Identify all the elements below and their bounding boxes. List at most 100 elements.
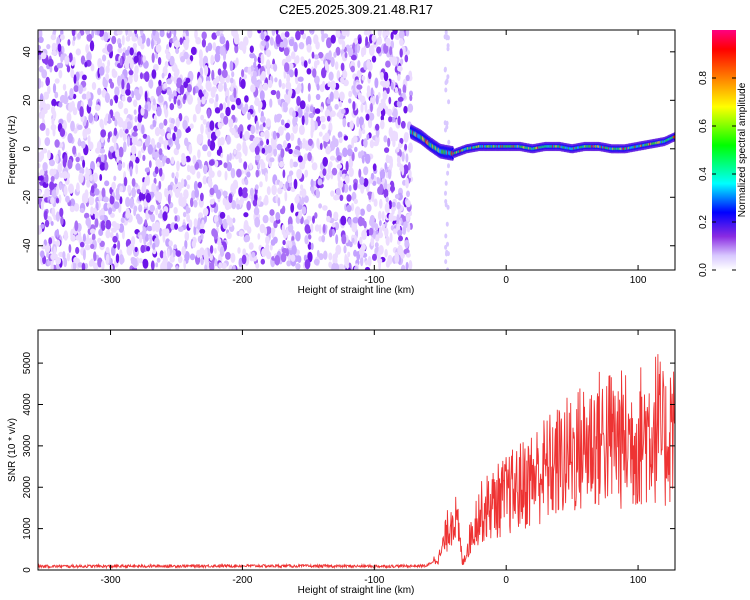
- noise-cell: [117, 100, 124, 110]
- noise-cell: [225, 199, 229, 206]
- noise-cell: [286, 260, 292, 267]
- noise-cell: [375, 94, 379, 105]
- noise-cell: [360, 184, 365, 194]
- noise-cell: [260, 53, 265, 65]
- noise-cell: [59, 128, 66, 137]
- noise-cell: [297, 76, 304, 82]
- noise-cell: [158, 122, 164, 130]
- noise-cell: [138, 204, 143, 213]
- noise-cell: [331, 167, 338, 176]
- noise-cell: [356, 43, 360, 54]
- noise-cell: [335, 147, 340, 158]
- noise-cell: [281, 205, 286, 214]
- noise-cell: [100, 220, 106, 232]
- noise-cell: [123, 176, 128, 187]
- noise-cell: [164, 61, 169, 69]
- noise-cell: [388, 212, 394, 222]
- noise-cell: [53, 168, 57, 175]
- noise-cell: [330, 56, 335, 68]
- noise-cell: [105, 219, 112, 230]
- noise-cell: [377, 210, 382, 221]
- noise-cell: [390, 31, 394, 40]
- noise-cell: [48, 237, 53, 245]
- noise-cell: [79, 241, 85, 248]
- noise-cell: [140, 244, 146, 254]
- noise-cell: [107, 59, 111, 68]
- noise-cell: [340, 108, 346, 115]
- noise-cell: [75, 235, 80, 241]
- noise-cell: [75, 48, 82, 56]
- y-tick-label: 0: [22, 567, 33, 573]
- noise-cell: [125, 208, 131, 219]
- noise-cell: [264, 227, 268, 236]
- noise-cell: [134, 30, 138, 35]
- noise-cell: [266, 59, 271, 70]
- noise-cell: [111, 181, 116, 190]
- noise-cell: [335, 187, 341, 196]
- noise-cell: [394, 194, 400, 199]
- noise-cell: [133, 125, 139, 132]
- noise-cell: [357, 92, 362, 101]
- noise-cell: [156, 185, 160, 192]
- noise-cell: [114, 86, 120, 97]
- noise-cell: [259, 181, 263, 188]
- noise-cell: [258, 195, 262, 201]
- noise-cell: [322, 223, 326, 234]
- noise-cell: [105, 73, 109, 81]
- noise-cell: [73, 74, 77, 84]
- noise-cell: [65, 195, 70, 203]
- noise-cell: [280, 119, 285, 126]
- noise-cell: [356, 84, 363, 90]
- noise-cell: [320, 106, 324, 113]
- noise-cell: [396, 155, 401, 164]
- noise-cell: [343, 245, 347, 254]
- noise-cell: [160, 128, 165, 137]
- noise-cell: [307, 152, 312, 162]
- noise-cell: [235, 97, 242, 106]
- noise-cell: [164, 187, 168, 198]
- noise-cell: [38, 78, 42, 89]
- noise-cell: [223, 81, 227, 92]
- noise-cell: [169, 103, 175, 111]
- noise-cell: [141, 124, 145, 135]
- noise-cell: [288, 170, 294, 176]
- noise-cell: [162, 211, 168, 222]
- noise-cell: [394, 251, 398, 258]
- noise-cell: [284, 62, 290, 73]
- noise-cell: [150, 260, 155, 270]
- noise-cell: [365, 36, 369, 46]
- noise-cell: [90, 206, 94, 216]
- noise-cell: [152, 248, 157, 255]
- noise-cell: [318, 51, 324, 59]
- noise-cell: [193, 199, 198, 208]
- noise-cell: [261, 147, 266, 154]
- noise-cell: [232, 264, 236, 270]
- noise-cell: [248, 242, 254, 250]
- noise-cell: [304, 169, 309, 178]
- noise-cell: [396, 214, 400, 225]
- noise-cell: [97, 58, 103, 69]
- noise-cell: [140, 30, 144, 37]
- noise-cell: [340, 215, 347, 226]
- noise-cell: [117, 163, 123, 171]
- noise-cell: [133, 72, 139, 83]
- noise-cell: [360, 256, 364, 267]
- noise-cell: [75, 163, 81, 171]
- noise-cell: [158, 79, 162, 86]
- noise-cell: [243, 212, 249, 218]
- noise-cell: [94, 218, 99, 228]
- noise-cell: [102, 78, 108, 88]
- noise-cell: [406, 252, 411, 258]
- noise-cell: [301, 115, 305, 126]
- noise-cell: [399, 48, 403, 58]
- noise-cell: [137, 112, 143, 124]
- noise-cell: [86, 51, 92, 62]
- noise-cell: [272, 130, 277, 140]
- noise-cell: [238, 230, 244, 237]
- noise-cell: [55, 184, 59, 196]
- noise-cell: [135, 93, 141, 101]
- noise-cell: [446, 43, 450, 49]
- noise-cell: [297, 107, 303, 118]
- noise-cell: [86, 168, 91, 176]
